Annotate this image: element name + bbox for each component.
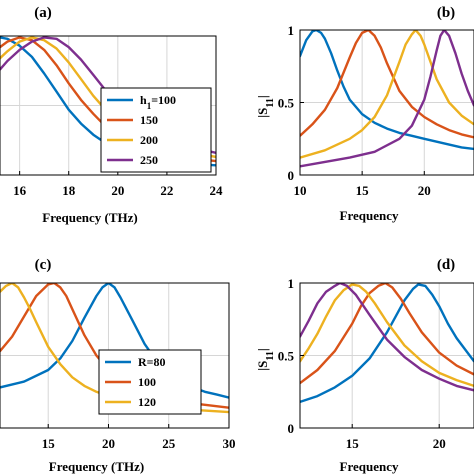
x-tick-label: 20	[102, 436, 115, 451]
x-axis-label: Frequency (THz)	[42, 210, 137, 225]
series-line-4	[300, 283, 474, 392]
x-tick-label: 20	[418, 183, 431, 198]
series-group	[300, 283, 474, 404]
x-tick-label: 15	[356, 183, 370, 198]
panel-a: 16 18 20 22 24 Frequency (THz) (a) h1=100 150 200…	[0, 5, 223, 225]
x-axis-label: Frequency	[340, 208, 399, 223]
axes-frame	[0, 35, 217, 176]
legend-entry: 150	[140, 113, 158, 127]
x-axis-label: Frequency (THz)	[49, 459, 144, 474]
panel-label: (a)	[34, 5, 52, 21]
series-line-3	[300, 30, 474, 159]
y-tick-label: 0.5	[278, 96, 295, 111]
legend-entry: R=80	[138, 355, 166, 369]
legend: R=80 100 120	[98, 349, 202, 415]
y-axis-label: |S11|	[255, 95, 276, 117]
x-tick-label: 18	[62, 183, 76, 198]
legend: h1=100 150 200 250	[100, 87, 212, 173]
legend-box	[100, 87, 212, 173]
series-line-4	[300, 30, 474, 168]
legend-entry: h1=100	[140, 93, 176, 111]
y-tick-label: 0	[288, 421, 295, 436]
panel-d: 15 20 0 0.5 1 Frequency |S11| (d)	[255, 257, 474, 474]
x-tick-label: 10	[294, 183, 307, 198]
legend-entry: 250	[140, 153, 158, 167]
y-tick-label: 1	[288, 23, 295, 38]
y-axis-label: |S11|	[255, 348, 276, 370]
x-tick-label: 24	[210, 183, 224, 198]
x-tick-label: 15	[42, 436, 56, 451]
x-tick-label: 25	[162, 436, 176, 451]
y-tick-label: 0	[288, 168, 295, 183]
panel-label: (d)	[437, 257, 455, 273]
series-line-2	[300, 283, 474, 385]
x-tick-label: 22	[160, 183, 173, 198]
x-tick-label: 16	[13, 183, 27, 198]
panel-c: 15 20 25 30 Frequency (THz) (c) R=80 100 120	[0, 257, 236, 474]
legend-entry: 120	[138, 395, 156, 409]
x-axis-label: Frequency	[340, 459, 399, 474]
legend-entry: 200	[140, 133, 158, 147]
panel-label: (b)	[437, 5, 455, 21]
x-tick-label: 15	[346, 436, 360, 451]
panel-b: 10 15 20 0 0.5 1 Frequency |S11| (b)	[255, 5, 474, 223]
legend-entry: 100	[138, 375, 156, 389]
panel-label: (c)	[35, 257, 52, 273]
x-tick-label: 30	[223, 436, 236, 451]
series-line-2	[300, 30, 474, 139]
y-tick-label: 1	[288, 276, 295, 291]
x-tick-label: 20	[111, 183, 124, 198]
series-line-1	[300, 283, 474, 404]
axes-frame	[0, 282, 230, 429]
y-tick-label: 0.5	[278, 349, 295, 364]
series-line-3	[300, 283, 474, 388]
x-tick-label: 20	[433, 436, 446, 451]
